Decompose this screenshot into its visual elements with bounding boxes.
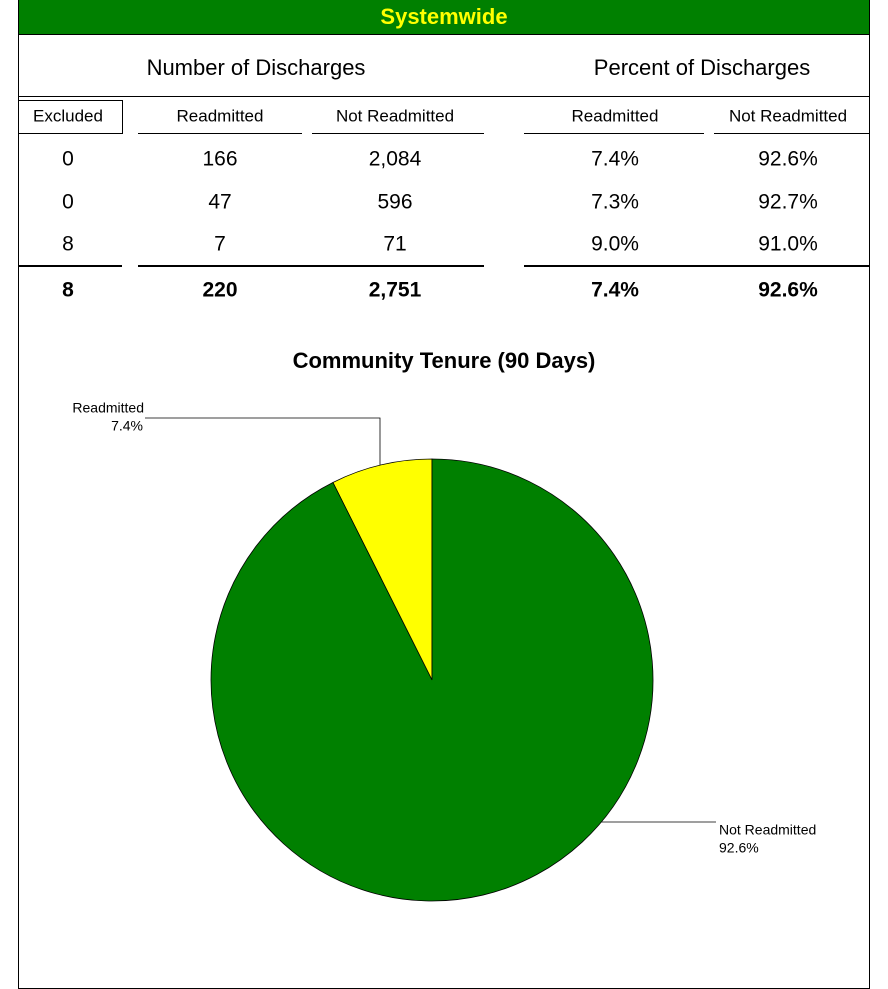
table-cell: 7.3% xyxy=(591,191,639,214)
table-cell: 71 xyxy=(383,233,406,256)
table-cell: 8 xyxy=(62,233,74,256)
column-header: Readmitted xyxy=(177,106,264,125)
pie-slice xyxy=(332,458,433,681)
column-header: Readmitted xyxy=(572,106,659,125)
table-cell: 0 xyxy=(62,191,74,214)
column-header: Not Readmitted xyxy=(729,106,847,125)
total-cell: 2,751 xyxy=(369,279,422,302)
column-header: Not Readmitted xyxy=(336,106,454,125)
table-cell: 91.0% xyxy=(758,233,818,256)
leader-line xyxy=(145,417,381,465)
table-cell: 7 xyxy=(214,233,226,256)
title-bar xyxy=(18,0,870,34)
table-cell: 9.0% xyxy=(591,233,639,256)
table-cell: 0 xyxy=(62,148,74,171)
slice-label: Readmitted xyxy=(72,400,144,416)
pie-slice xyxy=(210,458,654,902)
total-cell: 220 xyxy=(202,279,237,302)
group-header: Percent of Discharges xyxy=(594,55,810,80)
total-cell: 8 xyxy=(62,279,74,302)
slice-label: Not Readmitted xyxy=(719,822,816,838)
table-cell: 47 xyxy=(208,191,231,214)
slice-value-label: 92.6% xyxy=(719,840,759,856)
table-cell: 92.7% xyxy=(758,191,818,214)
slice-value-label: 7.4% xyxy=(111,418,143,434)
column-header: Excluded xyxy=(33,106,103,125)
table-cell: 2,084 xyxy=(369,148,422,171)
table-cell: 166 xyxy=(202,148,237,171)
total-cell: 7.4% xyxy=(591,279,639,302)
table-cell: 92.6% xyxy=(758,148,818,171)
table-cell: 7.4% xyxy=(591,148,639,171)
total-cell: 92.6% xyxy=(758,279,818,302)
header-box xyxy=(18,100,123,134)
table-cell: 596 xyxy=(377,191,412,214)
chart-title: Community Tenure (90 Days) xyxy=(293,348,596,373)
page-title: Systemwide xyxy=(380,4,507,29)
group-header: Number of Discharges xyxy=(147,55,366,80)
